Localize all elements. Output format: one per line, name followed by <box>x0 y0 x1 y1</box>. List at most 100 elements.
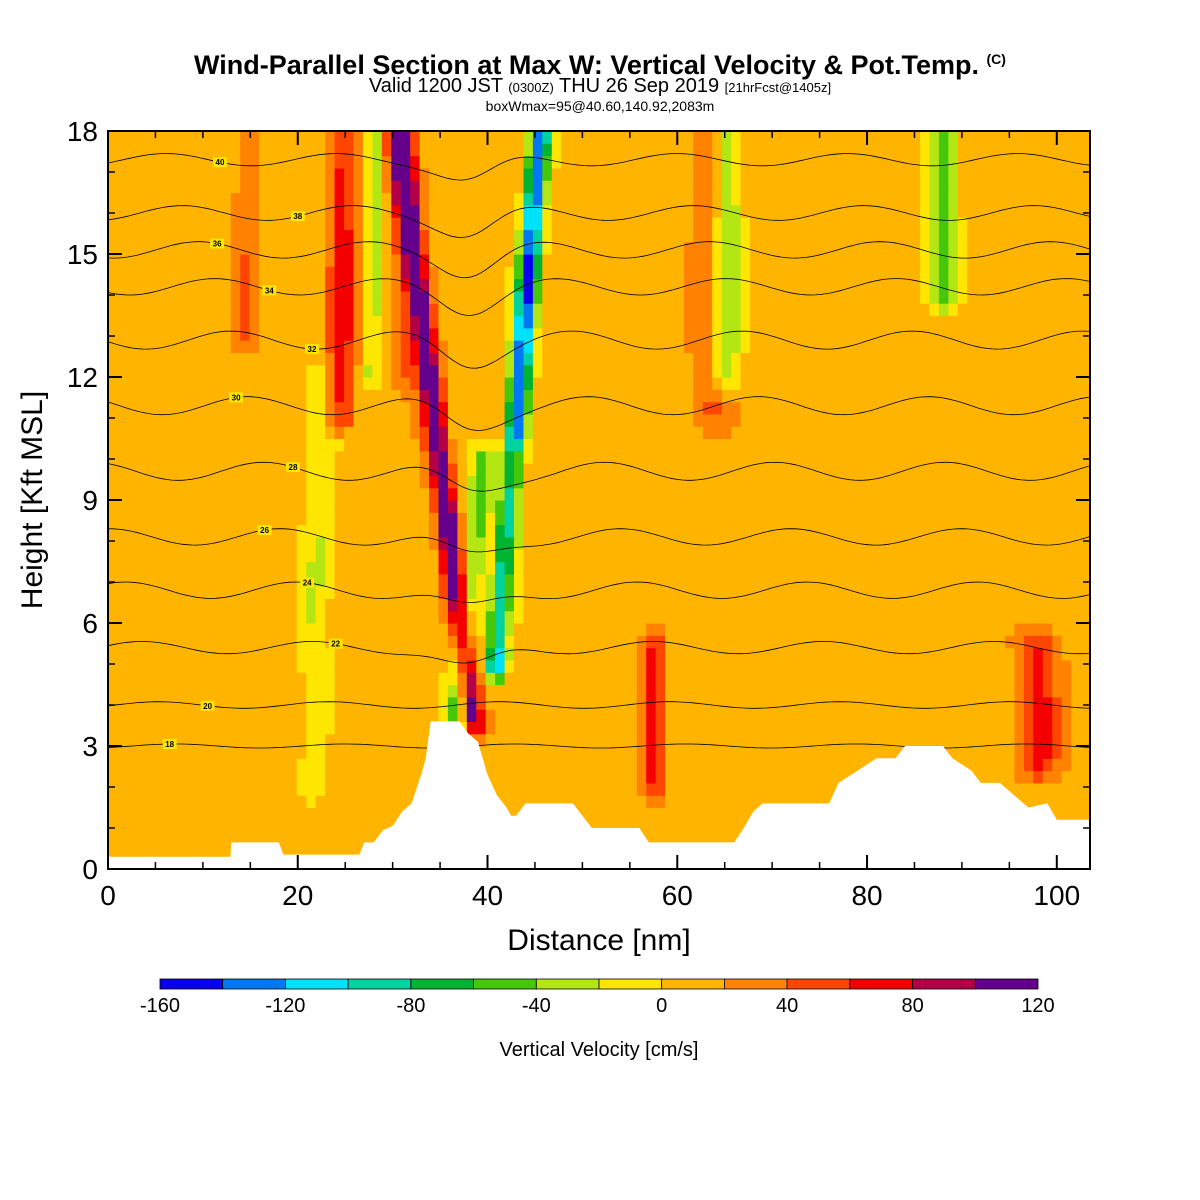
field-cell <box>466 659 477 673</box>
field-cell <box>674 647 685 661</box>
field-cell <box>136 524 147 538</box>
field-cell <box>296 352 307 366</box>
field-cell <box>599 684 609 698</box>
field-cell <box>674 807 685 821</box>
field-cell <box>145 426 156 440</box>
field-cell <box>325 192 336 206</box>
field-cell <box>570 475 581 489</box>
field-cell <box>721 389 732 403</box>
field-cell <box>589 659 600 673</box>
field-cell <box>466 155 477 169</box>
field-cell <box>419 647 430 661</box>
field-cell <box>797 475 808 489</box>
field-cell <box>334 795 345 809</box>
field-cell <box>108 709 118 722</box>
field-cell <box>684 426 694 440</box>
field-cell <box>410 487 421 501</box>
field-cell <box>617 573 628 587</box>
field-cell <box>495 684 506 698</box>
field-cell <box>561 598 572 612</box>
field-cell <box>202 450 213 464</box>
field-cell <box>145 204 156 218</box>
field-cell <box>278 795 288 809</box>
field-cell <box>126 807 137 821</box>
field-cell <box>410 721 421 735</box>
field-cell <box>655 709 666 722</box>
field-cell <box>485 327 496 341</box>
field-cell <box>174 623 185 636</box>
field-cell <box>372 389 383 403</box>
field-cell <box>787 659 798 673</box>
field-cell <box>145 315 156 329</box>
field-cell <box>344 684 355 698</box>
field-cell <box>702 450 713 464</box>
field-cell <box>476 450 487 464</box>
field-cell <box>117 413 128 427</box>
field-cell <box>627 377 638 390</box>
field-cell <box>334 733 345 747</box>
field-cell <box>315 770 326 784</box>
field-cell <box>164 844 175 858</box>
field-cell <box>438 549 449 563</box>
field-cell <box>787 352 798 366</box>
field-cell <box>419 413 430 427</box>
field-cell <box>268 180 279 194</box>
field-cell <box>702 303 713 317</box>
field-cell <box>504 500 515 513</box>
field-cell <box>655 241 666 255</box>
field-cell <box>514 450 524 464</box>
field-cell <box>268 684 279 698</box>
field-cell <box>476 413 487 427</box>
field-cell <box>702 684 713 698</box>
field-cell <box>240 352 251 366</box>
field-cell <box>268 795 279 809</box>
field-cell <box>712 475 723 489</box>
field-cell <box>221 413 232 427</box>
field-cell <box>844 143 855 157</box>
field-cell <box>126 709 137 722</box>
field-cell <box>372 709 383 722</box>
field-cell <box>419 217 430 230</box>
field-cell <box>665 155 676 169</box>
field-cell <box>353 586 364 599</box>
field-cell <box>183 721 194 735</box>
field-cell <box>400 672 411 686</box>
field-cell <box>221 819 232 833</box>
field-cell <box>853 315 864 329</box>
field-cell <box>108 586 118 599</box>
field-cell <box>429 696 439 710</box>
field-cell <box>778 364 789 378</box>
field-cell <box>693 389 704 403</box>
field-cell <box>306 131 317 144</box>
field-cell <box>665 487 676 501</box>
field-cell <box>731 401 742 415</box>
field-cell <box>627 217 638 230</box>
field-cell <box>665 352 676 366</box>
field-cell <box>863 204 874 218</box>
field-cell <box>391 192 402 206</box>
field-cell <box>580 487 591 501</box>
field-cell <box>655 131 666 144</box>
field-cell <box>853 426 864 440</box>
field-cell <box>844 241 855 255</box>
field-cell <box>259 377 270 390</box>
field-cell <box>778 290 789 304</box>
field-cell <box>514 770 524 784</box>
field-cell <box>561 721 572 735</box>
field-cell <box>570 635 581 649</box>
field-cell <box>693 340 704 353</box>
field-cell <box>495 204 506 218</box>
field-cell <box>126 598 137 612</box>
field-cell <box>769 438 779 452</box>
field-cell <box>315 167 326 181</box>
field-cell <box>551 524 562 538</box>
field-cell <box>391 635 402 649</box>
field-cell <box>372 795 383 809</box>
field-cell <box>381 819 392 833</box>
field-cell <box>589 795 600 809</box>
field-cell <box>334 180 345 194</box>
field-cell <box>391 315 402 329</box>
field-cell <box>155 598 166 612</box>
field-cell <box>174 180 185 194</box>
field-cell <box>334 721 345 735</box>
